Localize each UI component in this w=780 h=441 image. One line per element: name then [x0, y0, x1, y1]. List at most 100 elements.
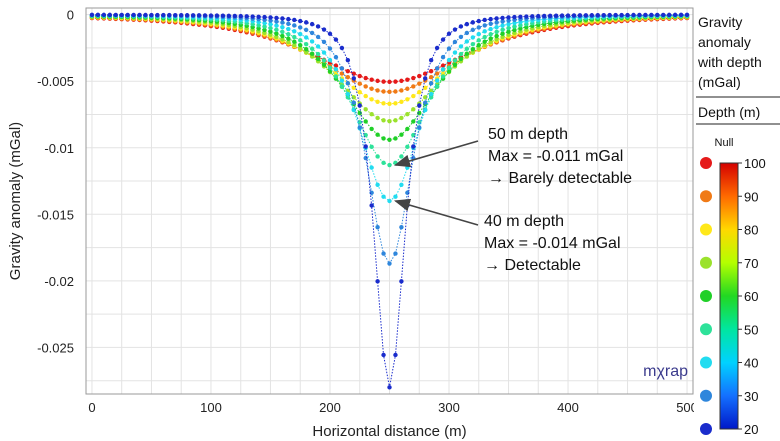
data-point [345, 57, 351, 63]
y-tick-label: -0.025 [37, 340, 74, 355]
data-point [518, 14, 523, 19]
data-point [339, 66, 345, 71]
data-point [298, 42, 303, 48]
annotation-text: → Barely detectable [488, 170, 632, 187]
data-point [375, 99, 380, 104]
data-point [423, 85, 428, 91]
data-point [423, 100, 428, 105]
data-point [303, 27, 309, 33]
legend-swatch-20 [700, 423, 712, 435]
data-point [268, 22, 273, 27]
data-point [458, 56, 464, 62]
data-point [470, 46, 476, 52]
data-point [452, 62, 458, 67]
data-point [423, 76, 428, 81]
data-point [113, 12, 118, 18]
data-point [268, 18, 273, 23]
data-point [417, 90, 422, 95]
data-point [256, 14, 261, 19]
data-point [500, 15, 505, 21]
data-point [149, 12, 154, 18]
data-point [536, 13, 541, 19]
data-point [369, 203, 374, 208]
data-point [434, 71, 440, 76]
data-point [381, 160, 386, 166]
annotation-arrow [393, 140, 479, 168]
data-point [464, 51, 470, 56]
data-point [381, 101, 386, 106]
data-point [434, 78, 440, 83]
data-point [375, 115, 380, 121]
data-point [488, 32, 493, 37]
data-point [309, 39, 315, 44]
data-point [327, 57, 333, 63]
data-point [393, 136, 398, 141]
data-point [595, 13, 600, 18]
data-point [95, 12, 101, 18]
data-point [440, 63, 446, 68]
data-point [405, 126, 410, 132]
data-point [303, 46, 309, 52]
data-point [89, 12, 95, 18]
data-point [428, 81, 434, 86]
data-point [571, 13, 577, 18]
data-point [482, 42, 487, 48]
data-point [387, 162, 392, 168]
data-point [107, 12, 113, 18]
colorbar-tick-label: 50 [744, 322, 758, 337]
data-point [440, 54, 446, 60]
data-point [190, 13, 196, 18]
data-point [464, 21, 470, 27]
data-point [405, 112, 410, 117]
data-point [274, 34, 279, 40]
annotation-50m: 50 m depth Max = -0.011 mGal → Barely dete… [393, 126, 632, 187]
data-point [458, 44, 464, 49]
data-point [214, 13, 220, 18]
data-point [494, 20, 499, 25]
data-point [339, 78, 345, 83]
data-point [286, 32, 291, 37]
data-point [280, 24, 285, 30]
data-point [280, 37, 285, 42]
data-point [476, 46, 481, 51]
annotation-text: Max = -0.011 mGal [488, 148, 623, 165]
data-point [417, 81, 422, 86]
data-point [452, 27, 458, 32]
data-point [315, 56, 321, 62]
data-point [274, 31, 279, 36]
data-point [375, 132, 380, 137]
x-tick-label: 200 [319, 400, 341, 415]
x-tick-label: 100 [200, 400, 222, 415]
data-point [387, 89, 392, 95]
legend: Gravity anomaly with depth (mGal) Depth (m) N… [694, 8, 780, 441]
data-point [137, 12, 142, 18]
watermark-logo: mχrap [643, 363, 688, 380]
data-point [327, 31, 333, 36]
data-point [196, 13, 202, 18]
legend-swatch-70 [700, 256, 712, 269]
data-point [470, 35, 476, 40]
data-point [655, 12, 660, 18]
data-point [351, 76, 356, 81]
data-point [309, 30, 315, 36]
data-point [643, 12, 648, 18]
data-point [417, 73, 422, 79]
data-point [494, 33, 499, 39]
data-point [476, 25, 481, 30]
data-point [363, 144, 368, 149]
y-axis-label: Gravity anomaly (mGal) [7, 122, 24, 280]
data-point [411, 119, 416, 124]
data-point [256, 26, 261, 31]
data-point [482, 17, 487, 23]
data-point [452, 50, 458, 55]
data-point [309, 46, 315, 51]
data-point [565, 13, 571, 18]
data-point [327, 65, 333, 71]
data-point [298, 46, 303, 51]
data-point [387, 261, 392, 266]
legend-swatch-90 [700, 190, 712, 203]
data-point [315, 44, 321, 49]
data-point [381, 136, 386, 141]
data-point [500, 27, 505, 33]
data-point [250, 14, 255, 19]
